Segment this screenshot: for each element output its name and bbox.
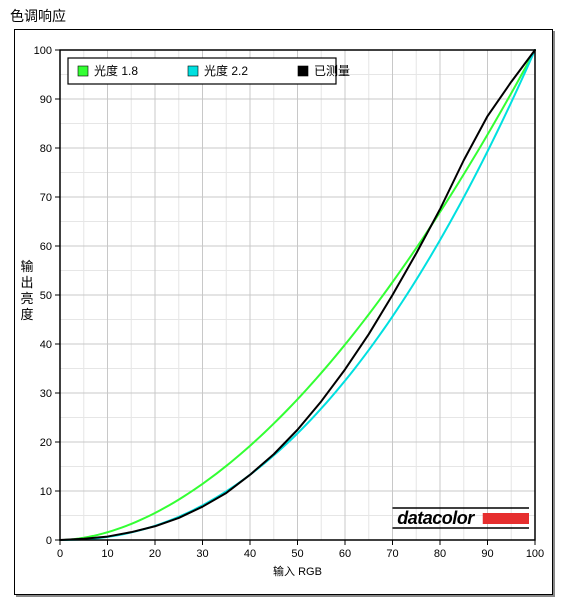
x-tick-label: 50 <box>291 548 303 560</box>
y-tick-label: 30 <box>40 388 52 400</box>
x-tick-label: 10 <box>101 548 113 560</box>
chart-title: 色调响应 <box>10 6 66 26</box>
x-tick-label: 80 <box>434 548 446 560</box>
y-tick-label: 70 <box>40 192 52 204</box>
legend-swatch <box>188 66 198 76</box>
y-tick-label: 100 <box>34 45 52 57</box>
y-axis-label: 输 <box>20 259 33 274</box>
x-tick-label: 100 <box>526 548 544 560</box>
chart-window: 色调响应 0 10 20 30 40 50 60 70 80 90 100 0 10 20 30 40 50 60… <box>0 0 565 603</box>
y-tick-label: 0 <box>46 535 52 547</box>
y-tick-label: 40 <box>40 339 52 351</box>
legend-swatch <box>298 66 308 76</box>
y-tick-label: 50 <box>40 290 52 302</box>
y-axis-label: 亮 <box>20 291 33 306</box>
watermark-bar <box>483 513 529 524</box>
y-tick-label: 60 <box>40 241 52 253</box>
x-tick-label: 0 <box>57 548 63 560</box>
y-axis-label: 度 <box>20 307 33 322</box>
x-tick-label: 60 <box>339 548 351 560</box>
x-tick-label: 30 <box>196 548 208 560</box>
chart-card: 0 10 20 30 40 50 60 70 80 90 100 0 10 20 30 40 50 60 70 80 9… <box>14 29 553 595</box>
y-axis-label: 出 <box>20 275 33 290</box>
legend-label: 已测量 <box>314 64 350 78</box>
x-tick-label: 20 <box>149 548 161 560</box>
legend-label: 光度 2.2 <box>204 63 248 78</box>
chart-canvas: 0 10 20 30 40 50 60 70 80 90 100 0 10 20 30 40 50 60 70 80 9… <box>15 30 552 594</box>
y-tick-label: 20 <box>40 437 52 449</box>
x-tick-label: 40 <box>244 548 256 560</box>
legend-label: 光度 1.8 <box>94 63 138 78</box>
y-tick-label: 90 <box>40 94 52 106</box>
legend-swatch <box>78 66 88 76</box>
y-tick-label: 80 <box>40 143 52 155</box>
watermark-text: datacolor <box>397 508 475 528</box>
x-tick-label: 70 <box>386 548 398 560</box>
y-tick-label: 10 <box>40 486 52 498</box>
x-tick-label: 90 <box>481 548 493 560</box>
x-axis-label: 输入 RGB <box>273 564 322 578</box>
